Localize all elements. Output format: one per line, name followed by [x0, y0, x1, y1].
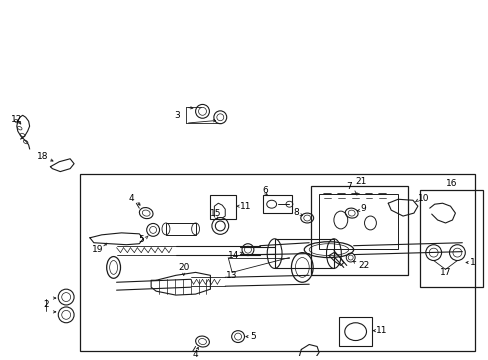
Text: 15: 15 — [209, 208, 221, 217]
Bar — [338, 317, 372, 346]
Text: 22: 22 — [358, 261, 369, 270]
Text: 21: 21 — [354, 177, 366, 186]
Text: 5: 5 — [249, 332, 255, 341]
Bar — [310, 186, 407, 275]
Text: 10: 10 — [417, 194, 428, 203]
Text: 8: 8 — [293, 208, 299, 217]
Text: 11: 11 — [376, 326, 387, 335]
Text: 5: 5 — [138, 235, 144, 244]
Text: 11: 11 — [240, 202, 251, 211]
Text: 1: 1 — [469, 258, 475, 267]
Bar — [274, 239, 333, 269]
Bar — [419, 190, 482, 287]
Text: 13: 13 — [226, 271, 238, 280]
Text: 3: 3 — [174, 111, 179, 120]
Text: 6: 6 — [262, 186, 268, 195]
Bar — [165, 223, 195, 235]
Text: 7: 7 — [345, 182, 351, 191]
Bar — [210, 195, 236, 219]
Text: 20: 20 — [178, 263, 189, 272]
Text: 9: 9 — [360, 204, 366, 213]
Text: 12: 12 — [11, 115, 22, 124]
Text: 16: 16 — [445, 179, 456, 188]
Text: 17: 17 — [439, 268, 450, 277]
Text: 14: 14 — [228, 251, 239, 260]
Bar — [262, 195, 292, 213]
Text: 4: 4 — [192, 350, 198, 359]
Bar — [319, 194, 397, 249]
Bar — [80, 174, 474, 351]
Text: 4: 4 — [128, 194, 134, 203]
Text: 2: 2 — [43, 301, 49, 310]
Text: 19: 19 — [92, 245, 103, 254]
Text: 18: 18 — [37, 152, 48, 161]
